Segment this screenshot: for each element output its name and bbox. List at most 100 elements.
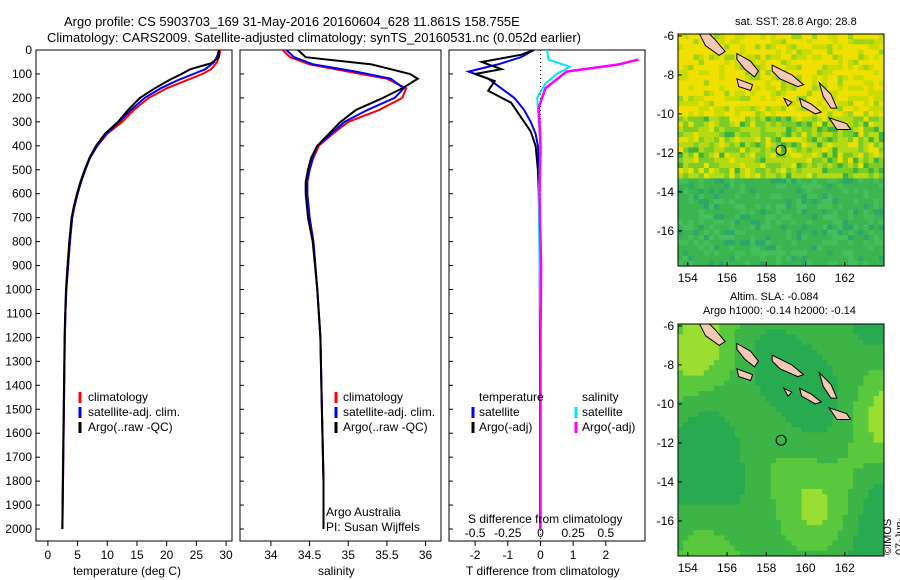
sla-map-cell — [791, 442, 798, 449]
sla-map-cell — [863, 504, 870, 511]
sst-map-cell — [791, 34, 798, 40]
sst-map-cell — [755, 44, 762, 51]
sla-map-cell — [853, 344, 859, 351]
sla-map-cell — [708, 349, 715, 356]
sla-map-cell — [708, 535, 715, 542]
sla-map-cell — [765, 540, 772, 547]
sla-map-cell — [842, 422, 849, 428]
sst-map-cell — [796, 193, 803, 200]
sst-map-cell — [842, 214, 849, 221]
sst-map-cell — [765, 111, 772, 118]
sla-map-cell — [714, 354, 720, 361]
sla-map-cell — [750, 514, 756, 521]
sla-map-cell — [796, 494, 803, 500]
sla-map-cell — [693, 334, 700, 341]
sst-map-cell — [678, 224, 684, 231]
sst-map-cell — [878, 142, 884, 149]
sst-map-cell — [853, 44, 859, 51]
sst-map-cell — [858, 101, 865, 107]
sla-map-cell — [693, 391, 700, 397]
sst-map-cell — [817, 250, 823, 257]
sla-map-cell — [775, 545, 782, 552]
sst-map-cell — [832, 64, 839, 71]
sst-map-cell — [739, 39, 746, 45]
sla-map-cell — [796, 489, 803, 495]
sst-map-cell — [703, 183, 710, 190]
sla-map-cell — [811, 447, 818, 454]
sla-map-cell — [791, 411, 798, 418]
sla-map-cell — [863, 380, 870, 387]
sst-map-cell — [745, 219, 751, 226]
diff-legend-salinity-header: salinity — [582, 390, 619, 404]
sal-xtick-label: 34 — [264, 548, 278, 562]
sst-map-cell — [708, 147, 715, 154]
sla-map-cell — [734, 401, 741, 408]
sst-map-cell — [734, 132, 741, 138]
sla-map-cell — [719, 452, 725, 459]
sla-map-cell — [848, 545, 854, 552]
sst-map-cell — [832, 54, 839, 61]
sst-map-cell — [765, 75, 772, 81]
sla-map-cell — [703, 509, 710, 516]
sst-map-cell — [817, 168, 823, 174]
sst-map-cell — [688, 70, 695, 76]
sst-map-cell — [796, 64, 803, 71]
diff-top-tick-label: -0.5 — [465, 526, 486, 540]
sla-map-cell — [786, 422, 792, 428]
sla-map-cell — [842, 447, 849, 454]
sla-map-cell — [796, 391, 803, 397]
sla-map-cell — [724, 519, 731, 526]
sla-map-cell — [791, 360, 798, 366]
sla-map-cell — [760, 354, 767, 361]
sst-map-cell — [868, 173, 875, 179]
sst-map-cell — [842, 255, 849, 262]
sla-map-cell — [873, 334, 880, 341]
sla-map-cell — [734, 452, 741, 459]
sst-map-cell — [719, 106, 725, 112]
sst-map-cell — [698, 152, 705, 159]
sla-map-cell — [853, 401, 859, 408]
sla-map-cell — [765, 411, 772, 418]
sst-map-cell — [683, 70, 689, 76]
sla-map-cell — [848, 329, 854, 335]
sla-map-cell — [708, 478, 715, 485]
sst-map-cell — [811, 260, 818, 266]
sla-map-cell — [760, 530, 767, 536]
sst-map-cell — [745, 70, 751, 76]
sst-map-cell — [837, 168, 844, 174]
sst-map-cell — [863, 229, 870, 236]
sst-map-ytick-label: -14 — [657, 185, 675, 199]
sst-map-cell — [806, 229, 813, 236]
sla-map-cell — [708, 437, 715, 444]
sla-map-cell — [750, 468, 756, 475]
sst-map-cell — [801, 240, 808, 246]
sst-map-cell — [863, 204, 870, 210]
sst-map-cell — [688, 75, 695, 81]
sla-map-cell — [693, 380, 700, 387]
sla-map-cell — [688, 427, 695, 433]
sst-map-cell — [760, 39, 767, 45]
sst-map-cell — [868, 75, 875, 81]
sst-map-cell — [806, 95, 813, 102]
sst-map-cell — [853, 126, 859, 133]
sla-map-cell — [760, 483, 767, 490]
sla-map-cell — [822, 365, 828, 371]
sla-map-cell — [693, 540, 700, 547]
sst-map-cell — [806, 116, 813, 123]
sst-map-cell — [708, 173, 715, 179]
sla-map-cell — [698, 416, 705, 423]
sla-map-cell — [781, 519, 787, 526]
sst-map-cell — [734, 64, 741, 71]
sla-map-cell — [770, 427, 777, 433]
sla-map-cell — [755, 468, 762, 475]
sla-map-cell — [817, 354, 823, 361]
sla-map-cell — [714, 452, 720, 459]
sla-map-cell — [734, 339, 741, 346]
sla-map-cell — [786, 406, 792, 413]
sst-map-cell — [827, 240, 834, 246]
sst-map-cell — [765, 229, 772, 236]
sal-legend-satellite: satellite-adj. clim. — [343, 405, 436, 419]
sst-map-cell — [729, 64, 736, 71]
sla-map-cell — [760, 365, 767, 371]
sla-map-cell — [745, 525, 751, 531]
